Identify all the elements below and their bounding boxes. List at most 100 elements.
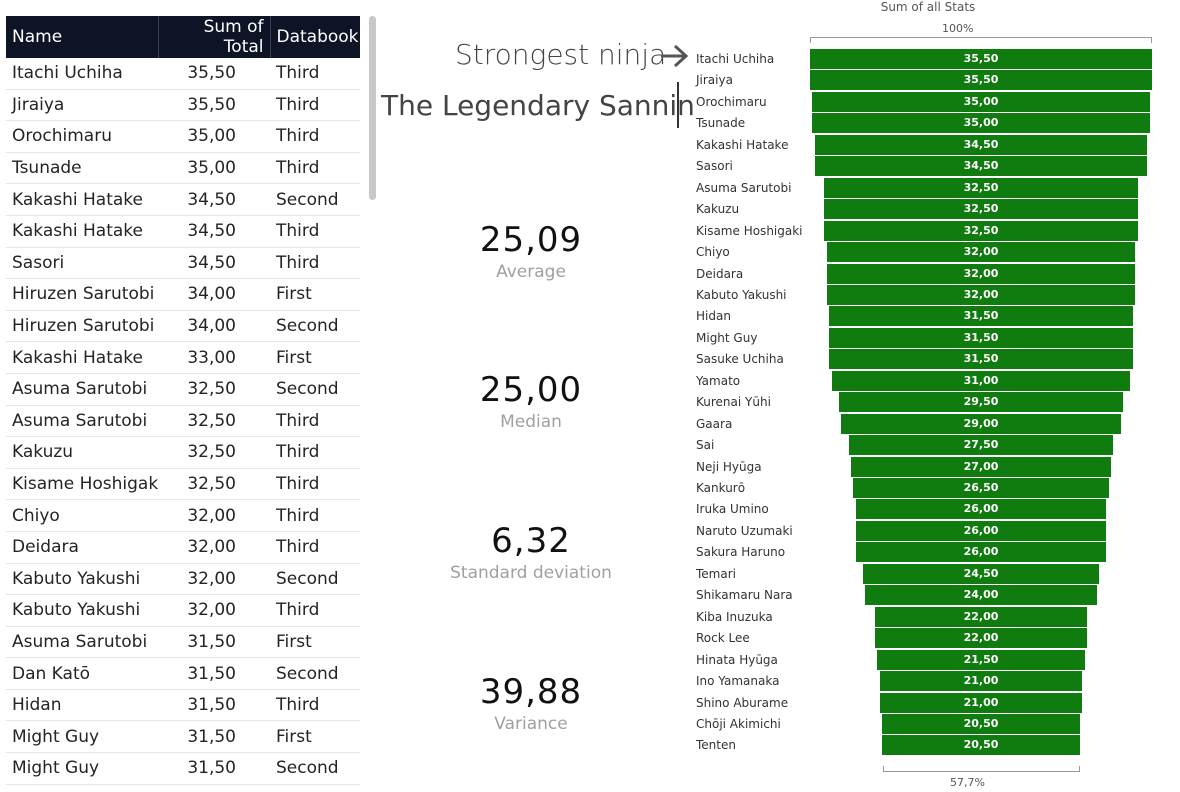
cell-name: Dan Katō xyxy=(6,657,158,690)
funnel-bar[interactable]: 35,00 xyxy=(812,91,1150,112)
table-row[interactable]: Might Guy 31,50 Second xyxy=(6,752,360,785)
funnel-category-label: Kurenai Yūhi xyxy=(696,395,771,410)
funnel-bar[interactable]: 32,00 xyxy=(826,263,1136,284)
legendary-sannin-title: The Legendary Sannin xyxy=(381,89,695,122)
table-row[interactable]: Hidan 31,50 Third xyxy=(6,689,360,722)
funnel-bar[interactable]: 20,50 xyxy=(882,735,1080,756)
cell-databook: Third xyxy=(270,89,360,122)
funnel-bar[interactable]: 26,00 xyxy=(855,520,1107,541)
funnel-bar[interactable]: 35,00 xyxy=(812,113,1150,134)
table-row[interactable]: Chiyo 32,00 Third xyxy=(6,499,360,532)
cell-name: Asuma Sarutobi xyxy=(6,373,158,406)
table-row[interactable]: Kisame Hoshigaki 32,50 Third xyxy=(6,468,360,501)
funnel-category-label: Kankurō xyxy=(696,481,746,495)
cell-name: Hiruzen Sarutobi xyxy=(6,278,158,311)
table-row[interactable]: Asuma Sarutobi 32,50 Second xyxy=(6,373,360,406)
funnel-bar[interactable]: 26,50 xyxy=(853,478,1109,498)
column-header-name[interactable]: Name xyxy=(6,16,158,58)
funnel-category-label: Jiraiya xyxy=(696,73,733,88)
table-row[interactable]: Kabuto Yakushi 32,00 Second xyxy=(6,563,360,596)
cell-name: Kisame Hoshigaki xyxy=(6,468,158,501)
funnel-bar[interactable]: 26,00 xyxy=(855,499,1107,520)
funnel-category-label: Sai xyxy=(696,438,715,453)
cell-sum-of-total: 32,00 xyxy=(158,563,270,596)
table-row[interactable]: Dan Katō 31,50 Second xyxy=(6,657,360,690)
kpi-variance-value: 39,88 xyxy=(479,672,583,712)
cell-name: Hidan xyxy=(6,689,158,722)
table-row[interactable]: Hiruzen Sarutobi 34,00 First xyxy=(6,278,360,311)
funnel-category-label: Temari xyxy=(696,566,736,581)
funnel-bar[interactable]: 32,50 xyxy=(824,177,1138,198)
funnel-bar[interactable]: 24,00 xyxy=(865,585,1097,606)
funnel-bar[interactable]: 21,00 xyxy=(879,692,1083,713)
table-row[interactable]: Might Guy 31,50 First xyxy=(6,720,360,754)
cell-databook: Second xyxy=(270,657,360,690)
table-row[interactable]: Asuma Sarutobi 32,50 Third xyxy=(6,405,360,438)
table-scrollbar[interactable] xyxy=(369,16,376,200)
cell-name: Sasori xyxy=(6,247,158,280)
kpi-average-value: 25,09 xyxy=(479,220,583,260)
cell-sum-of-total: 31,50 xyxy=(158,720,270,754)
funnel-bar[interactable]: 31,50 xyxy=(829,349,1133,370)
column-header-databook[interactable]: Databook xyxy=(269,16,360,58)
funnel-bar[interactable]: 35,50 xyxy=(810,49,1152,69)
funnel-category-label: Kakuzu xyxy=(696,202,740,217)
funnel-category-label: Asuma Sarutobi xyxy=(696,180,792,195)
cell-databook: Third xyxy=(270,436,360,469)
table-row[interactable]: Tsunade 35,00 Third xyxy=(6,152,360,185)
table-row[interactable]: Kakashi Hatake 34,50 Third xyxy=(6,215,360,248)
funnel-bar[interactable]: 27,00 xyxy=(850,456,1112,477)
funnel-bar[interactable]: 35,50 xyxy=(810,70,1152,91)
table-row[interactable]: Kabuto Yakushi 32,00 Third xyxy=(6,594,360,627)
cell-name: Deidara xyxy=(6,531,158,564)
funnel-bar[interactable]: 34,50 xyxy=(814,156,1148,177)
funnel-bar[interactable]: 26,00 xyxy=(855,542,1107,563)
cell-name: Kabuto Yakushi xyxy=(6,594,158,627)
funnel-bar[interactable]: 21,00 xyxy=(879,671,1083,692)
funnel-bar[interactable]: 32,50 xyxy=(824,220,1138,241)
cell-name: Kabuto Yakushi xyxy=(6,563,158,596)
funnel-bar[interactable]: 24,50 xyxy=(862,563,1099,584)
cell-sum-of-total: 32,50 xyxy=(158,405,270,438)
table-row[interactable]: Sasori 34,50 Third xyxy=(6,247,360,280)
table-row[interactable]: Kakashi Hatake 34,50 Second xyxy=(6,183,360,216)
cell-databook: Third xyxy=(270,152,360,185)
funnel-bar[interactable]: 29,00 xyxy=(841,413,1121,434)
funnel-bar[interactable]: 21,50 xyxy=(877,649,1085,670)
funnel-bar[interactable]: 22,00 xyxy=(875,606,1087,627)
table-row[interactable]: Jiraiya 35,50 Third xyxy=(6,89,360,122)
funnel-bar[interactable]: 32,00 xyxy=(826,284,1136,305)
kpi-median-label: Median xyxy=(500,412,562,432)
table-row[interactable]: Kakuzu 32,50 Third xyxy=(6,436,360,469)
table-row[interactable]: Itachi Uchiha 35,50 Third xyxy=(6,58,360,90)
funnel-bar[interactable]: 27,50 xyxy=(848,435,1114,456)
kpi-variance: 39,88 Variance xyxy=(420,672,642,734)
table-row[interactable]: Deidara 32,00 Third xyxy=(6,531,360,564)
cell-sum-of-total: 33,00 xyxy=(158,341,270,374)
cell-name: Tsunade xyxy=(6,152,158,185)
table-row[interactable]: Orochimaru 35,00 Third xyxy=(6,120,360,153)
cell-databook: Second xyxy=(270,183,360,216)
table-row[interactable]: Asuma Sarutobi 31,50 First xyxy=(6,626,360,659)
cell-name: Kakuzu xyxy=(6,436,158,469)
cell-sum-of-total: 34,00 xyxy=(158,310,270,343)
funnel-bar[interactable]: 34,50 xyxy=(814,134,1148,155)
cell-sum-of-total: 32,00 xyxy=(158,594,270,627)
cell-sum-of-total: 34,00 xyxy=(158,278,270,311)
table-row[interactable]: Hiruzen Sarutobi 34,00 Second xyxy=(6,310,360,343)
funnel-category-label: Gaara xyxy=(696,416,733,431)
funnel-category-label: Tenten xyxy=(696,738,736,753)
funnel-bar[interactable]: 22,00 xyxy=(875,628,1087,649)
cell-databook: Third xyxy=(270,58,360,90)
funnel-bar[interactable]: 32,50 xyxy=(824,199,1138,220)
funnel-bar[interactable]: 20,50 xyxy=(882,713,1080,734)
funnel-bar[interactable]: 32,00 xyxy=(826,242,1136,263)
table-row[interactable]: Kakashi Hatake 33,00 First xyxy=(6,341,360,374)
funnel-bar[interactable]: 31,50 xyxy=(829,306,1133,327)
funnel-bar[interactable]: 29,50 xyxy=(838,392,1124,413)
cell-name: Hiruzen Sarutobi xyxy=(6,310,158,343)
column-header-sum-of-total[interactable]: Sum of Total xyxy=(157,16,327,58)
kpi-average: 25,09 Average xyxy=(420,220,642,282)
funnel-bar[interactable]: 31,50 xyxy=(829,327,1133,348)
funnel-bar[interactable]: 31,00 xyxy=(831,370,1131,391)
